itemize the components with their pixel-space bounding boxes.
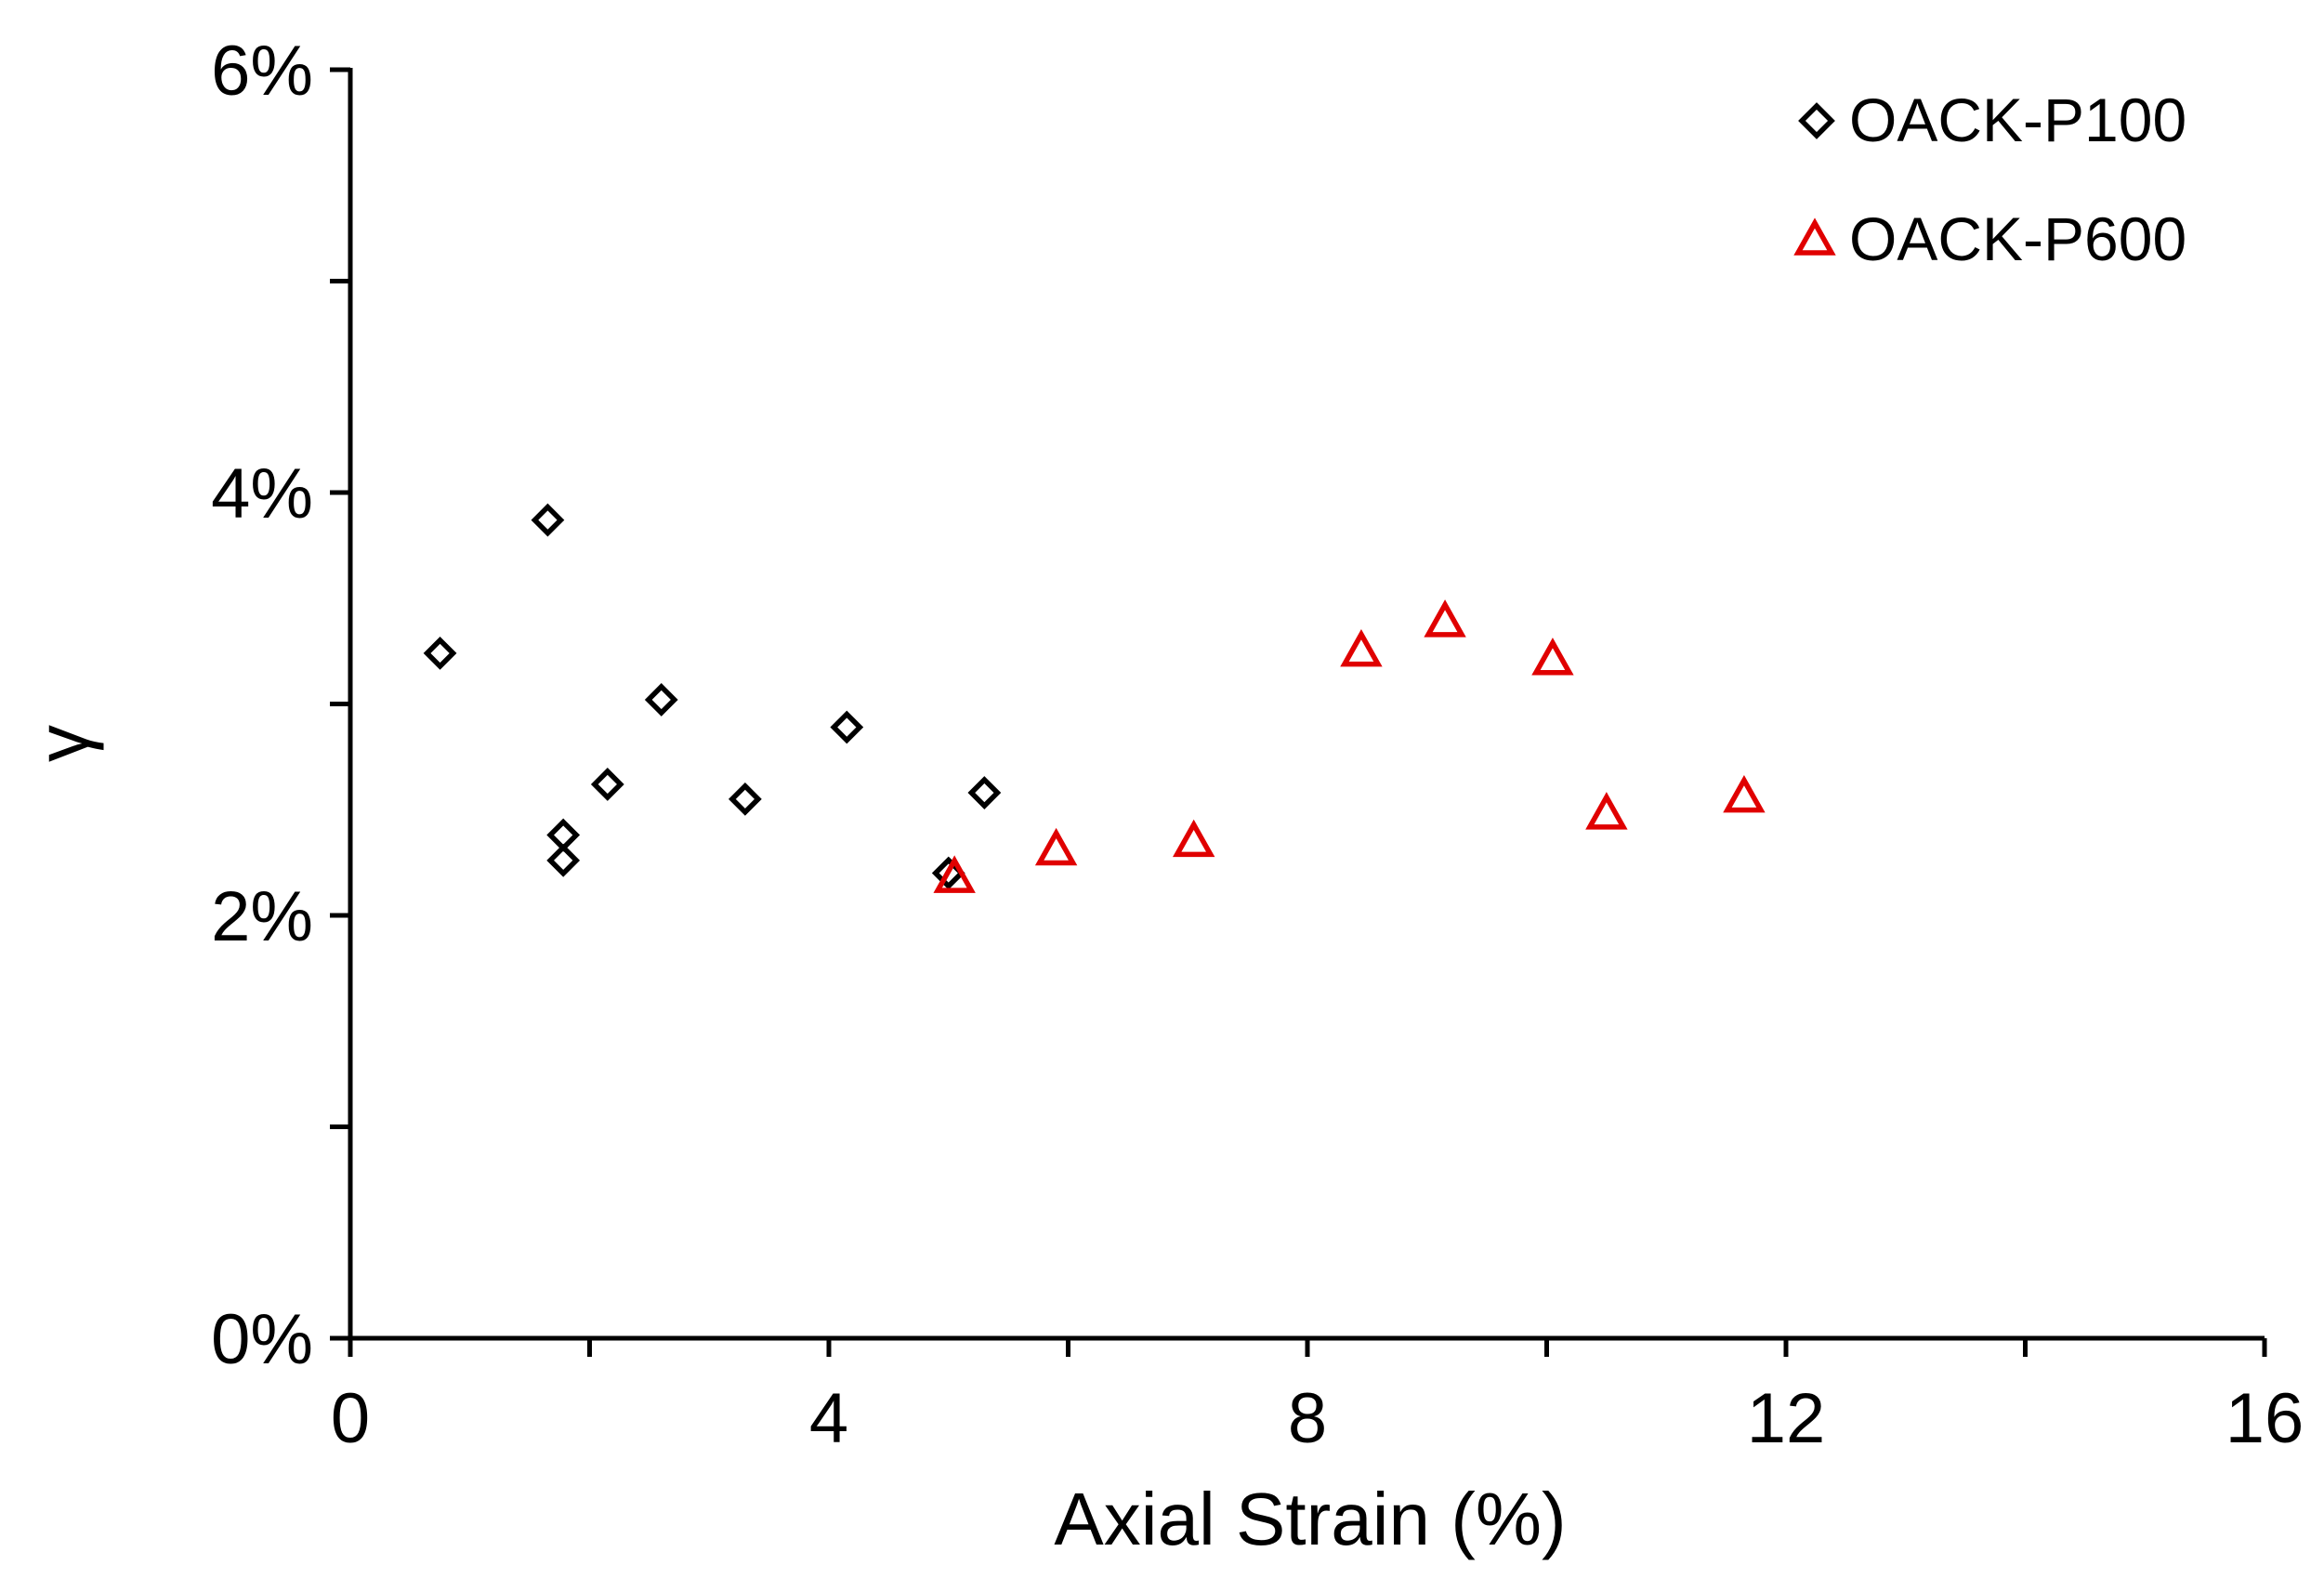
- legend: OACK-P100 OACK-P600: [1793, 85, 2186, 273]
- data-point: [1723, 774, 1766, 813]
- data-point: [1531, 638, 1574, 676]
- y-axis-title: γ: [21, 725, 104, 762]
- legend-label-oack-p100: OACK-P100: [1849, 85, 2186, 154]
- data-point: [1585, 792, 1628, 830]
- data-point: [531, 503, 565, 537]
- x-tick-label: 16: [2226, 1379, 2304, 1458]
- legend-marker-oack-p100: [1798, 102, 1835, 139]
- data-point: [423, 637, 457, 670]
- data-point: [644, 683, 678, 717]
- data-point: [1172, 819, 1215, 858]
- x-tick-label: 0: [331, 1379, 370, 1458]
- series-oack-p600: [933, 599, 1766, 893]
- ticks: [330, 67, 2267, 1357]
- data-point: [830, 710, 864, 744]
- data-points: [423, 503, 1766, 893]
- y-tick-label: 4%: [211, 454, 313, 533]
- x-tick-label: 4: [809, 1379, 848, 1458]
- data-point: [967, 776, 1002, 809]
- data-point: [590, 768, 624, 801]
- data-point: [728, 782, 762, 816]
- legend-marker-oack-p600: [1793, 217, 1836, 256]
- tick-labels: 0% 2% 4% 6% 0 4 8 12 16: [211, 32, 2304, 1458]
- legend-label-oack-p600: OACK-P600: [1849, 204, 2186, 273]
- y-tick-label: 2%: [211, 877, 313, 956]
- y-tick-label: 0%: [211, 1300, 313, 1379]
- series-oack-p100: [423, 503, 1002, 890]
- data-point: [546, 843, 581, 877]
- x-tick-label: 12: [1747, 1379, 1826, 1458]
- data-point: [933, 855, 976, 893]
- y-tick-label: 6%: [211, 32, 313, 111]
- x-axis-title: Axial Strain (%): [1054, 1478, 1566, 1560]
- data-point: [1424, 599, 1466, 638]
- data-point: [1340, 629, 1383, 667]
- data-point: [1034, 827, 1078, 866]
- x-tick-label: 8: [1288, 1379, 1327, 1458]
